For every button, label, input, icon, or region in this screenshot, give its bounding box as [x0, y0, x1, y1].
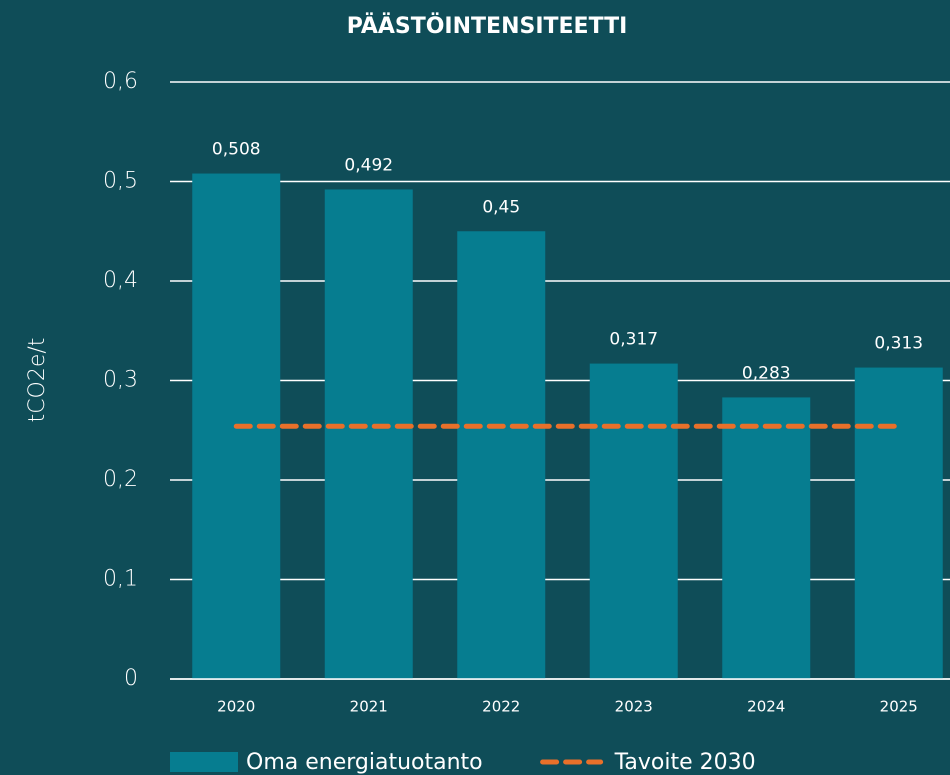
y-tick-label: 0,1	[103, 567, 138, 592]
y-tick-label: 0,3	[103, 368, 138, 393]
y-tick-label: 0,2	[103, 467, 138, 492]
data-label: 0,492	[344, 155, 393, 175]
bar	[457, 231, 546, 679]
y-tick-label: 0,4	[103, 268, 138, 293]
x-tick-label: 2025	[880, 698, 918, 716]
x-tick-label: 2021	[350, 698, 388, 716]
data-label: 0,45	[482, 197, 520, 217]
data-label: 0,283	[742, 363, 791, 383]
data-label: 0,508	[212, 140, 261, 160]
bar	[589, 363, 678, 679]
chart-title: PÄÄSTÖINTENSITEETTI	[347, 13, 628, 39]
legend-label: Oma energiatuotanto	[246, 750, 483, 775]
legend-label: Tavoite 2030	[614, 750, 756, 775]
y-tick-label: 0	[124, 666, 138, 691]
bar	[722, 397, 811, 679]
x-tick-label: 2020	[217, 698, 255, 716]
y-tick-label: 0,6	[103, 69, 138, 94]
data-label: 0,313	[874, 334, 923, 354]
x-tick-label: 2024	[747, 698, 785, 716]
x-tick-label: 2023	[615, 698, 653, 716]
data-label: 0,317	[609, 330, 658, 350]
y-tick-label: 0,5	[103, 169, 138, 194]
legend-swatch	[170, 752, 238, 772]
x-tick-label: 2022	[482, 698, 520, 716]
bar	[324, 189, 413, 679]
y-axis-label: tCO2e/t	[25, 338, 50, 423]
bar	[854, 367, 943, 679]
